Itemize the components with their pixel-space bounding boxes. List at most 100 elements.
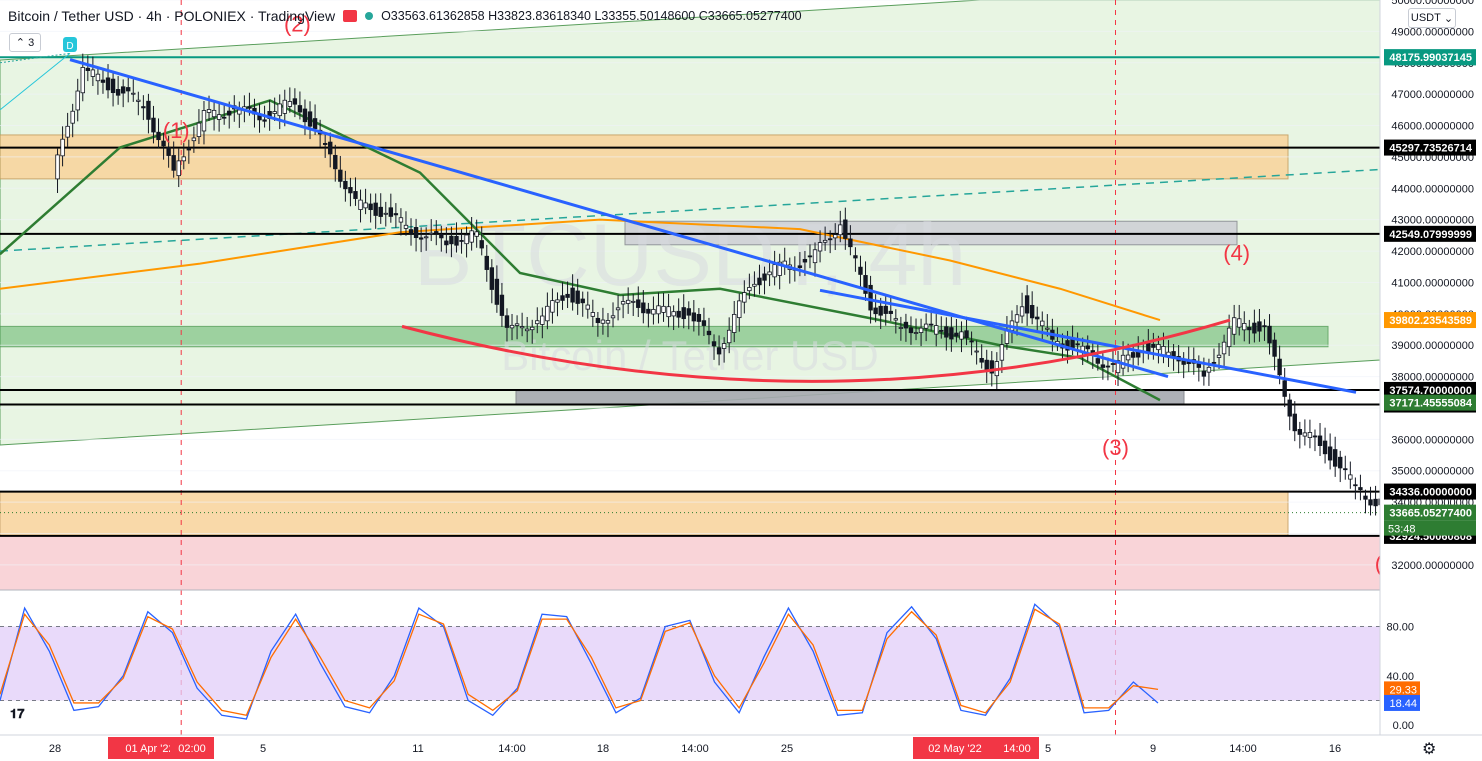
- candle-body: [287, 101, 293, 107]
- candle-body: [848, 238, 853, 248]
- candle-body: [181, 156, 186, 162]
- tradingview-logo[interactable]: 𝟏𝟕: [10, 706, 25, 721]
- candle-body: [1201, 370, 1207, 377]
- candle-body: [1252, 322, 1257, 334]
- candle-body: [696, 313, 702, 322]
- wave-label-1: (1): [163, 118, 190, 143]
- gear-icon[interactable]: ⚙: [1422, 741, 1437, 758]
- candle-body: [651, 309, 656, 315]
- demand-zone: [0, 491, 1289, 537]
- candle-body: [1024, 295, 1030, 314]
- wave-label-2: (2): [284, 11, 311, 36]
- stoch-line-1: [0, 603, 1159, 720]
- price-badge-label: 48175.99037145: [1389, 52, 1472, 64]
- currency-select[interactable]: USDT ⌄: [1408, 8, 1456, 28]
- candle-body: [348, 187, 353, 194]
- candle-body: [55, 154, 60, 180]
- price-tick-label: 42000.00000000: [1391, 246, 1474, 258]
- candle-body: [817, 242, 823, 252]
- candle-body: [802, 258, 808, 263]
- candle-body: [312, 118, 318, 130]
- candle-body: [201, 110, 207, 132]
- flag-icon[interactable]: [343, 10, 358, 22]
- candle-body: [742, 292, 747, 303]
- candle-body: [1105, 365, 1111, 368]
- price-badge: [1384, 49, 1476, 66]
- candle-body: [959, 331, 964, 340]
- collapse-indicators-button[interactable]: ⌃ 3: [9, 33, 41, 52]
- candle-body: [136, 99, 141, 102]
- candle-body: [353, 191, 358, 199]
- candle-body: [434, 231, 439, 234]
- time-axis-bg: [0, 735, 1380, 761]
- fan-line-1: [0, 52, 71, 111]
- candle-body: [403, 224, 409, 229]
- candle-body: [338, 169, 343, 182]
- indicator-count: 3: [28, 36, 35, 49]
- candle-body: [1292, 413, 1297, 432]
- candle-body: [737, 300, 742, 319]
- wave-label-3: (3): [1102, 435, 1129, 460]
- candle-body: [641, 302, 646, 314]
- candle-body: [1368, 499, 1373, 506]
- candle-body: [605, 320, 611, 324]
- dashed-trendline: [0, 168, 1381, 252]
- candle-body: [408, 229, 414, 234]
- candle-body: [1247, 327, 1252, 331]
- candle-body: [1110, 363, 1116, 365]
- candle-body: [60, 138, 65, 157]
- candle-body: [363, 202, 368, 209]
- candle-body: [90, 69, 96, 77]
- candle-body: [1353, 484, 1358, 487]
- price-tick-label: 47000.00000000: [1391, 89, 1474, 101]
- candle-body: [858, 266, 863, 275]
- descending-trendline: [69, 58, 1169, 379]
- stoch-tick-label: 80.00: [1386, 622, 1414, 634]
- time-tick-label: 14:00: [498, 743, 526, 755]
- candle-body: [1221, 341, 1227, 355]
- candle-body: [863, 275, 868, 294]
- candle-body: [984, 359, 989, 371]
- candle-body: [504, 315, 510, 328]
- candle-body: [1297, 429, 1303, 435]
- candle-body: [807, 255, 813, 258]
- candle-body: [85, 67, 91, 71]
- stoch-badge-label: 18.44: [1389, 698, 1417, 710]
- candle-body: [70, 110, 75, 124]
- candle-body: [206, 109, 212, 113]
- symbol-title[interactable]: Bitcoin / Tether USD · 4h · POLONIEX · T…: [8, 8, 336, 24]
- candle-body: [716, 347, 722, 355]
- candle-body: [1302, 432, 1308, 437]
- candle-body: [494, 278, 500, 305]
- candle-body: [449, 235, 454, 245]
- candle-body: [575, 290, 580, 304]
- candle-body: [459, 240, 464, 242]
- candle-body: [671, 311, 676, 317]
- candle-body: [474, 231, 479, 237]
- candle-body: [908, 327, 914, 334]
- candle-body: [1211, 361, 1217, 364]
- price-badge-label: 42549.07999999: [1389, 229, 1472, 241]
- price-badge-label: 33665.05277400: [1389, 508, 1472, 520]
- candle-body: [1226, 327, 1232, 347]
- candle-body: [757, 277, 762, 286]
- time-tick-label: 28: [49, 743, 61, 755]
- time-label-highlight: [170, 737, 214, 759]
- price-badge: [1384, 312, 1476, 329]
- currency-label: USDT: [1410, 12, 1441, 24]
- candle-body: [499, 294, 505, 316]
- candle-body: [701, 320, 707, 326]
- time-tick-label: 02 May '22: [928, 743, 981, 755]
- candle-body: [1332, 449, 1338, 467]
- stoch-tick-label: 0.00: [1393, 720, 1414, 732]
- candle-body: [413, 227, 419, 239]
- countdown-label: 53:48: [1388, 524, 1416, 536]
- candle-body: [928, 323, 934, 326]
- candle-body: [1272, 339, 1277, 357]
- candle-body: [1257, 321, 1262, 332]
- candle-body: [227, 110, 232, 116]
- candle-body: [65, 125, 70, 138]
- countdown-badge: [1384, 520, 1476, 536]
- candle-body: [535, 320, 540, 325]
